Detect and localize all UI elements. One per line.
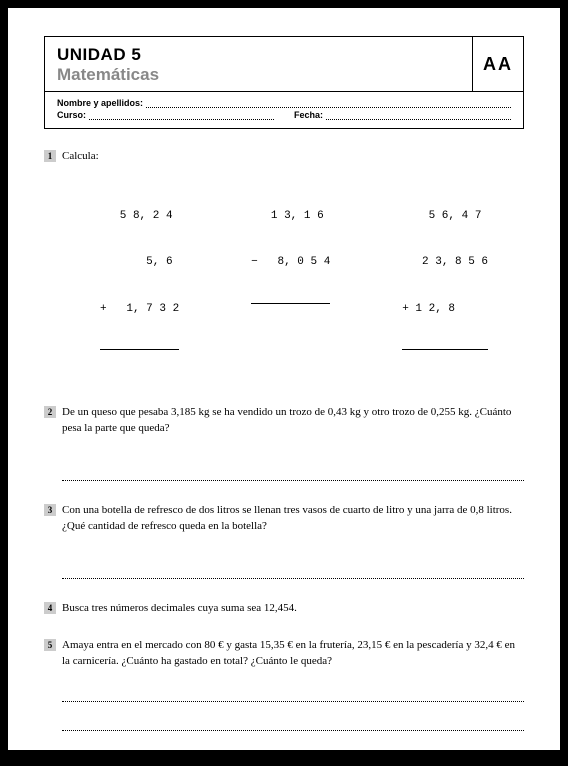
calc-2: 1 3, 1 6 − 8, 0 5 4 xyxy=(251,178,330,383)
date-input-line[interactable] xyxy=(326,110,511,120)
calc-line: 5, 6 xyxy=(100,255,179,270)
problem-3: 3 Con una botella de refresco de dos lit… xyxy=(44,503,524,579)
calc-3: 5 6, 4 7 2 3, 8 5 6 + 1 2, 8 xyxy=(402,178,488,383)
calc-line: + 1 2, 8 xyxy=(402,302,488,317)
name-input-line[interactable] xyxy=(146,98,511,108)
calc-rule xyxy=(251,303,330,307)
problem-number: 3 xyxy=(44,504,56,516)
calculations-row: 5 8, 2 4 5, 6 + 1, 7 3 2 1 3, 1 6 − 8, 0… xyxy=(64,178,524,383)
problem-text: Calcula: xyxy=(62,149,524,164)
calc-line: 2 3, 8 5 6 xyxy=(402,255,488,270)
problem-text: De un queso que pesaba 3,185 kg se ha ve… xyxy=(62,405,524,436)
calc-line: + 1, 7 3 2 xyxy=(100,302,179,317)
name-field-row: Nombre y apellidos: xyxy=(57,98,511,108)
answer-line[interactable] xyxy=(62,480,524,481)
calc-line: 1 3, 1 6 xyxy=(251,209,330,224)
calc-line: − 8, 0 5 4 xyxy=(251,255,330,270)
unit-title: UNIDAD 5 xyxy=(57,45,460,65)
course-date-row: Curso: Fecha: xyxy=(57,110,511,120)
problem-text: Busca tres números decimales cuya suma s… xyxy=(62,601,524,616)
problem-text: Con una botella de refresco de dos litro… xyxy=(62,503,524,534)
answer-line[interactable] xyxy=(62,730,524,731)
subject-title: Matemáticas xyxy=(57,65,460,85)
problem-number: 5 xyxy=(44,639,56,651)
header-fields: Nombre y apellidos: Curso: Fecha: xyxy=(45,92,523,128)
calc-1: 5 8, 2 4 5, 6 + 1, 7 3 2 xyxy=(100,178,179,383)
header-top: UNIDAD 5 Matemáticas AA xyxy=(45,37,523,92)
date-label: Fecha: xyxy=(294,110,323,120)
calc-line: 5 8, 2 4 xyxy=(100,209,179,224)
problem-text: Amaya entra en el mercado con 80 € y gas… xyxy=(62,638,524,669)
problem-number: 1 xyxy=(44,150,56,162)
name-label: Nombre y apellidos: xyxy=(57,98,143,108)
calc-rule xyxy=(100,349,179,353)
problem-number: 4 xyxy=(44,602,56,614)
problem-2: 2 De un queso que pesaba 3,185 kg se ha … xyxy=(44,405,524,481)
header-box: UNIDAD 5 Matemáticas AA Nombre y apellid… xyxy=(44,36,524,129)
problem-number: 2 xyxy=(44,406,56,418)
calc-line: 5 6, 4 7 xyxy=(402,209,488,224)
course-label: Curso: xyxy=(57,110,86,120)
problem-1: 1 Calcula: 5 8, 2 4 5, 6 + 1, 7 3 2 1 3,… xyxy=(44,149,524,383)
header-code: AA xyxy=(472,37,523,91)
calc-rule xyxy=(402,349,488,353)
problem-5: 5 Amaya entra en el mercado con 80 € y g… xyxy=(44,638,524,731)
worksheet-page: UNIDAD 5 Matemáticas AA Nombre y apellid… xyxy=(8,8,560,750)
answer-line[interactable] xyxy=(62,578,524,579)
header-title-block: UNIDAD 5 Matemáticas xyxy=(45,37,472,91)
course-input-line[interactable] xyxy=(89,110,274,120)
problem-4: 4 Busca tres números decimales cuya suma… xyxy=(44,601,524,616)
